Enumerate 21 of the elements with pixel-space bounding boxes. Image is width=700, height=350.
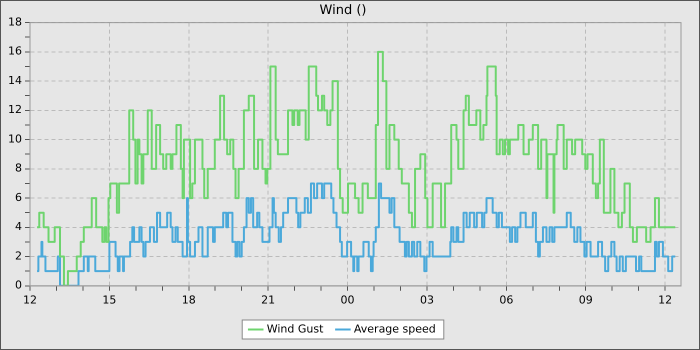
y-tick-label: 4 [14,220,22,234]
x-tick-label: 09 [578,293,593,306]
x-tick-label: 12 [658,293,672,306]
x-tick-label: 03 [420,293,434,306]
y-tick-label: 14 [8,74,22,87]
y-tick-label: 8 [14,162,22,175]
y-tick-label: 12 [8,103,22,116]
y-tick-label: 2 [14,249,22,262]
x-tick-label: 21 [261,293,276,306]
x-tick-label: 15 [102,293,116,306]
y-tick-label: 0 [14,278,22,292]
legend-label: Wind Gust [266,322,324,336]
legend-label: Average speed [354,322,436,336]
y-tick-label: 6 [14,190,22,204]
y-tick-label: 10 [8,132,22,146]
x-tick-label: 06 [499,293,514,306]
x-tick-label: 00 [340,293,355,306]
x-tick-label: 18 [182,293,196,306]
y-tick-label: 16 [8,44,22,58]
chart-title: Wind () [320,3,366,18]
y-tick-label: 18 [8,15,22,28]
